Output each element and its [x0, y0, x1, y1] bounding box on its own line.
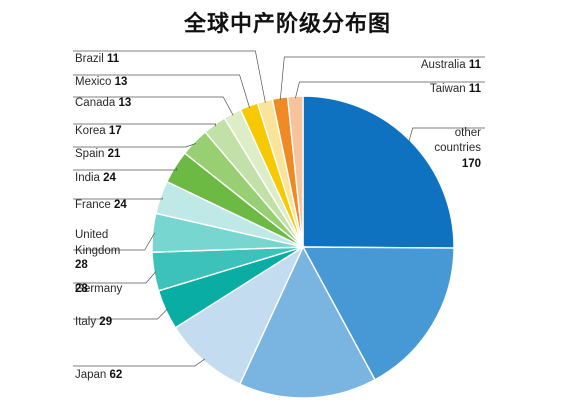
leader-line-korea	[73, 123, 216, 127]
leader-line-france	[73, 197, 163, 200]
slice-label-brazil: Brazil 11	[75, 53, 120, 65]
leader-line-india	[73, 168, 178, 171]
slice-label-australia: Australia 11	[421, 59, 482, 71]
slice-label-united-kingdom-line-2: Kingdom	[75, 245, 120, 257]
leader-line-spain	[73, 143, 196, 148]
slice-label-germany: Germany	[75, 283, 123, 295]
leader-line-taiwan	[295, 81, 485, 99]
slice-label-canada: Canada 13	[75, 97, 131, 109]
slice-label-other-countries-line-2: countries	[434, 142, 481, 154]
leader-line-mexico	[73, 74, 250, 109]
pie-slice-taiwan	[286, 95, 304, 248]
leader-line-germany	[73, 271, 157, 284]
slice-label-korea: Korea 17	[75, 125, 122, 137]
leader-line-australia	[279, 56, 485, 100]
slice-label-italy: Italy 29	[75, 316, 112, 328]
pie-slice-japan	[174, 245, 305, 386]
slice-label-japan: Japan 62	[75, 369, 122, 381]
pie-slice-other-countries	[302, 95, 455, 249]
leader-line-canada	[73, 96, 234, 116]
pie-slice-slice-2	[238, 245, 376, 399]
slice-label-france: France 24	[75, 199, 127, 211]
slice-label-india: India 24	[75, 172, 117, 184]
leader-line-brazil	[73, 50, 266, 103]
slice-label-taiwan: Taiwan 11	[430, 83, 482, 95]
slice-labels: other countries 170 Japan 62 Italy 29 Germany…	[75, 53, 482, 381]
chart-title: 全球中产阶级分布图	[183, 12, 391, 37]
slice-label-spain: Spain 21	[75, 148, 121, 160]
slice-label-united-kingdom-line-1: United	[75, 229, 108, 241]
slice-value-other-countries: 170	[462, 158, 481, 170]
leader-line-other-countries	[408, 127, 485, 143]
slice-value-germany: 28	[75, 283, 88, 295]
leader-lines	[73, 50, 485, 367]
leader-line-united-kingdom	[73, 232, 156, 251]
slice-label-other-countries-line-1: other	[455, 127, 481, 139]
slice-label-mexico: Mexico 13	[75, 76, 127, 88]
leader-line-italy	[73, 308, 168, 320]
pie-slice-slice-1	[301, 246, 455, 381]
leader-line-japan	[73, 358, 205, 367]
pie-slices	[151, 95, 455, 399]
slice-value-united-kingdom: 28	[75, 259, 88, 271]
